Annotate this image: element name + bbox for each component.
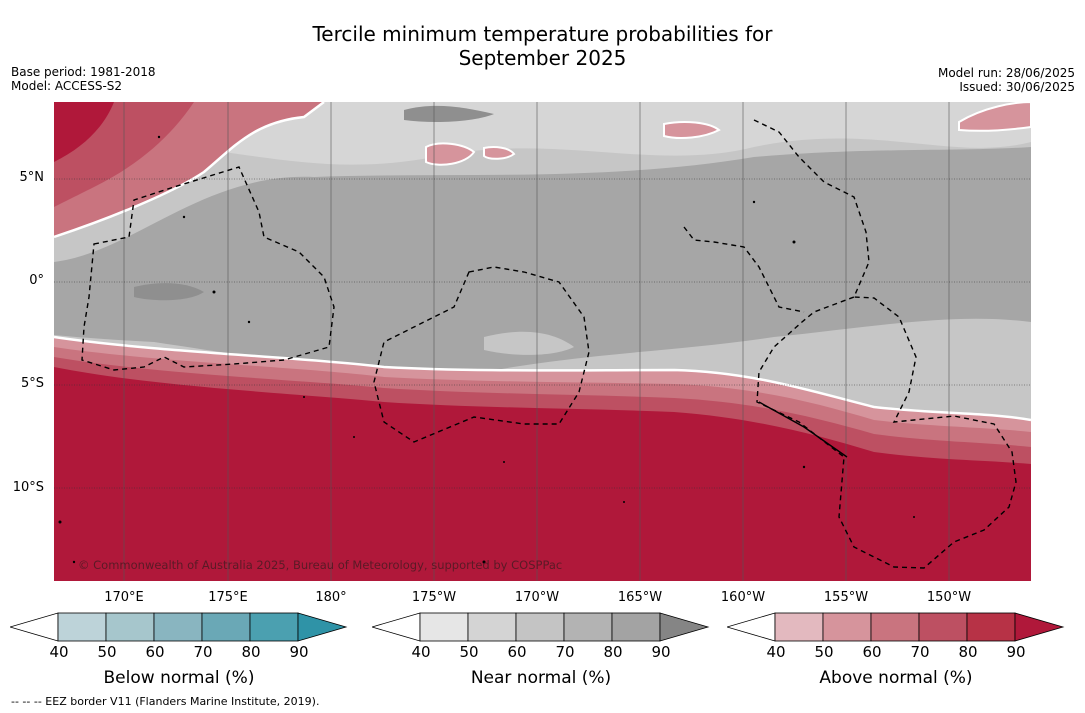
- colorbar-segment: [201, 612, 251, 642]
- lat-label-10s: 10°S: [12, 480, 44, 495]
- cb-near-tick: 60: [507, 643, 527, 661]
- lat-label-5n: 5°N: [19, 170, 45, 185]
- lon-label-180: 180°: [315, 590, 347, 605]
- colorbar-min-extend: [372, 612, 421, 642]
- cb-above-tick: 60: [862, 643, 882, 661]
- cb-below-tick: 50: [97, 643, 117, 661]
- title-line-1: Tercile minimum temperature probabilitie…: [312, 22, 773, 46]
- colorbar-below-title: Below normal (%): [103, 668, 255, 688]
- issued-date: Issued: 30/06/2025: [959, 80, 1075, 94]
- colorbar-above-title: Above normal (%): [819, 668, 973, 688]
- cb-near-tick: 70: [555, 643, 575, 661]
- meta-right: Model run: 28/06/2025 Issued: 30/06/2025: [938, 66, 1075, 94]
- colorbar-max-extend: [659, 612, 710, 642]
- colorbar-above-normal: [727, 612, 1065, 642]
- colorbar-segment: [467, 612, 517, 642]
- cb-near-tick: 40: [411, 643, 431, 661]
- colorbar-near-normal: [372, 612, 710, 642]
- lon-label-155w: 155°W: [823, 590, 869, 605]
- cb-near-tick: 90: [651, 643, 671, 661]
- lon-label-165w: 165°W: [617, 590, 663, 605]
- colorbar-min-extend: [727, 612, 776, 642]
- base-period: Base period: 1981-2018: [11, 65, 156, 79]
- lon-label-170e: 170°E: [104, 590, 144, 605]
- colorbar-max-extend: [1014, 612, 1065, 642]
- colorbar-segment: [105, 612, 155, 642]
- model-run: Model run: 28/06/2025: [937, 66, 1075, 80]
- colorbar-min-extend: [10, 612, 59, 642]
- colorbar-segment: [515, 612, 565, 642]
- lat-label-5s: 5°S: [20, 376, 44, 391]
- colorbar-segment: [966, 612, 1016, 642]
- colorbar-segment: [249, 612, 299, 642]
- chart-title: Tercile minimum temperature probabilitie…: [0, 22, 1085, 70]
- cb-below-tick: 80: [241, 643, 261, 661]
- colorbar-segment: [153, 612, 203, 642]
- cb-below-tick: 40: [49, 643, 69, 661]
- cb-above-tick: 80: [958, 643, 978, 661]
- cb-below-tick: 70: [193, 643, 213, 661]
- colorbar-segment: [563, 612, 613, 642]
- lat-label-0: 0°: [29, 273, 44, 288]
- lon-label-150w: 150°W: [926, 590, 972, 605]
- model-name: Model: ACCESS-S2: [11, 79, 123, 93]
- cb-near-tick: 50: [459, 643, 479, 661]
- copyright-notice: © Commonwealth of Australia 2025, Bureau…: [78, 558, 563, 572]
- lon-label-170w: 170°W: [514, 590, 560, 605]
- colorbar-below-normal: [10, 612, 348, 642]
- cb-above-tick: 40: [766, 643, 786, 661]
- colorbar-segment: [419, 612, 469, 642]
- cb-above-tick: 50: [814, 643, 834, 661]
- colorbar-segment: [57, 612, 107, 642]
- cb-above-tick: 90: [1006, 643, 1026, 661]
- colorbar-segment: [822, 612, 872, 642]
- title-line-2: September 2025: [458, 46, 627, 70]
- cb-below-tick: 60: [145, 643, 165, 661]
- colorbar-max-extend: [297, 612, 348, 642]
- cb-below-tick: 90: [289, 643, 309, 661]
- lon-label-160w: 160°W: [720, 590, 766, 605]
- cb-near-tick: 80: [603, 643, 623, 661]
- colorbar-segment: [611, 612, 661, 642]
- colorbar-near-title: Near normal (%): [470, 668, 612, 688]
- colorbar-segment: [870, 612, 920, 642]
- lon-label-175e: 175°E: [208, 590, 248, 605]
- cb-above-tick: 70: [910, 643, 930, 661]
- colorbar-segment: [774, 612, 824, 642]
- probability-map: [54, 102, 1031, 581]
- meta-left: Base period: 1981-2018 Model: ACCESS-S2: [11, 65, 156, 93]
- lon-label-175w: 175°W: [411, 590, 457, 605]
- colorbar-segment: [918, 612, 968, 642]
- eez-footnote: -- -- -- EEZ border V11 (Flanders Marine…: [11, 695, 320, 708]
